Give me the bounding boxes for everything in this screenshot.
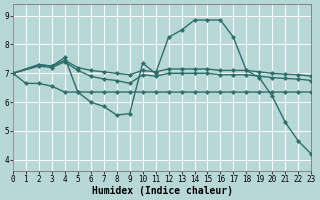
X-axis label: Humidex (Indice chaleur): Humidex (Indice chaleur) [92,186,233,196]
